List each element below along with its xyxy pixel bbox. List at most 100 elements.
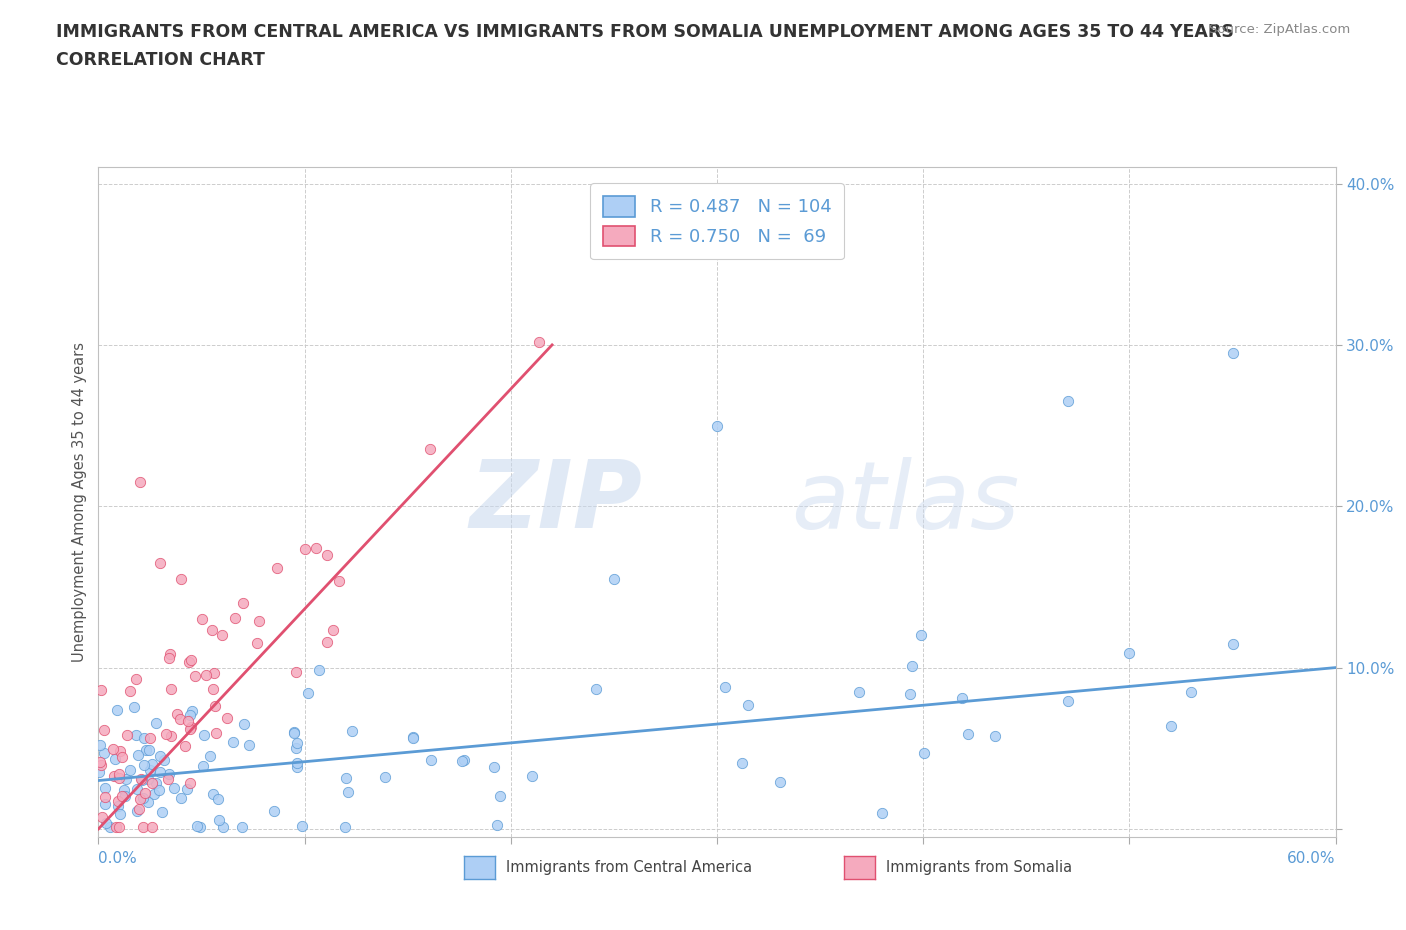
Point [131, 790, 153, 805]
Point [157, 766, 180, 781]
Point [1118, 645, 1140, 660]
Point [870, 805, 893, 820]
Point [285, 740, 308, 755]
Point [769, 775, 792, 790]
Point [291, 818, 314, 833]
Legend: R = 0.487   N = 104, R = 0.750   N =  69: R = 0.487 N = 104, R = 0.750 N = 69 [591, 183, 844, 259]
Point [529, 335, 551, 350]
Point [520, 769, 543, 784]
Point [129, 772, 152, 787]
Point [232, 595, 254, 610]
Text: 60.0%: 60.0% [1288, 851, 1336, 866]
Y-axis label: Unemployment Among Ages 35 to 44 years: Unemployment Among Ages 35 to 44 years [72, 342, 87, 662]
Point [125, 727, 148, 742]
Point [180, 653, 202, 668]
Point [402, 731, 425, 746]
Point [136, 795, 159, 810]
Point [211, 628, 233, 643]
Point [131, 772, 153, 787]
Point [98, 820, 121, 835]
Point [247, 614, 270, 629]
Point [107, 799, 129, 814]
Point [177, 655, 200, 670]
Point [713, 680, 735, 695]
Point [263, 804, 285, 818]
Point [179, 722, 201, 737]
Point [170, 790, 193, 805]
Point [180, 719, 202, 734]
Point [155, 726, 177, 741]
Point [285, 755, 308, 770]
Point [107, 793, 129, 808]
Point [1222, 637, 1244, 652]
Point [215, 711, 238, 725]
Point [112, 783, 135, 798]
Point [193, 759, 215, 774]
Point [731, 755, 754, 770]
Point [285, 759, 308, 774]
Point [308, 663, 330, 678]
Point [910, 627, 932, 642]
Point [322, 622, 344, 637]
Point [145, 716, 167, 731]
Point [134, 785, 156, 800]
Point [125, 804, 148, 818]
Point [246, 636, 269, 651]
Point [108, 767, 131, 782]
Point [93, 745, 115, 760]
Point [153, 752, 176, 767]
Point [93, 796, 115, 811]
Point [101, 741, 124, 756]
Point [450, 753, 472, 768]
Point [110, 750, 132, 764]
Point [336, 785, 359, 800]
Point [179, 776, 201, 790]
Point [898, 686, 921, 701]
Point [283, 724, 305, 739]
Text: IMMIGRANTS FROM CENTRAL AMERICA VS IMMIGRANTS FROM SOMALIA UNEMPLOYMENT AMONG AG: IMMIGRANTS FROM CENTRAL AMERICA VS IMMIG… [56, 23, 1234, 41]
Point [198, 749, 221, 764]
Point [93, 723, 115, 737]
Point [118, 684, 141, 698]
Point [204, 698, 226, 713]
Point [202, 666, 225, 681]
Point [201, 786, 224, 801]
Point [201, 622, 224, 637]
Point [105, 820, 128, 835]
Point [163, 780, 186, 795]
Point [335, 771, 357, 786]
Point [202, 682, 225, 697]
Point [105, 702, 128, 717]
Point [150, 804, 173, 819]
Point [108, 770, 131, 785]
Point [159, 682, 181, 697]
Point [340, 724, 363, 738]
Point [1160, 719, 1182, 734]
Point [149, 555, 172, 570]
Point [108, 820, 131, 835]
Point [134, 758, 156, 773]
Point [190, 612, 212, 627]
Point [283, 725, 305, 740]
Point [141, 756, 163, 771]
Point [204, 725, 226, 740]
Point [1222, 346, 1244, 361]
Point [118, 763, 141, 777]
Point [207, 791, 229, 806]
Point [950, 691, 973, 706]
Point [141, 776, 163, 790]
Point [184, 668, 207, 683]
Point [157, 651, 180, 666]
Point [145, 776, 167, 790]
Text: Immigrants from Central America: Immigrants from Central America [506, 859, 752, 875]
Point [453, 752, 475, 767]
Point [94, 789, 117, 804]
Point [135, 742, 157, 757]
Point [139, 763, 162, 777]
Point [193, 728, 215, 743]
Point [159, 646, 181, 661]
Point [208, 813, 231, 828]
Point [148, 782, 170, 797]
Point [848, 684, 870, 699]
Point [89, 737, 111, 752]
